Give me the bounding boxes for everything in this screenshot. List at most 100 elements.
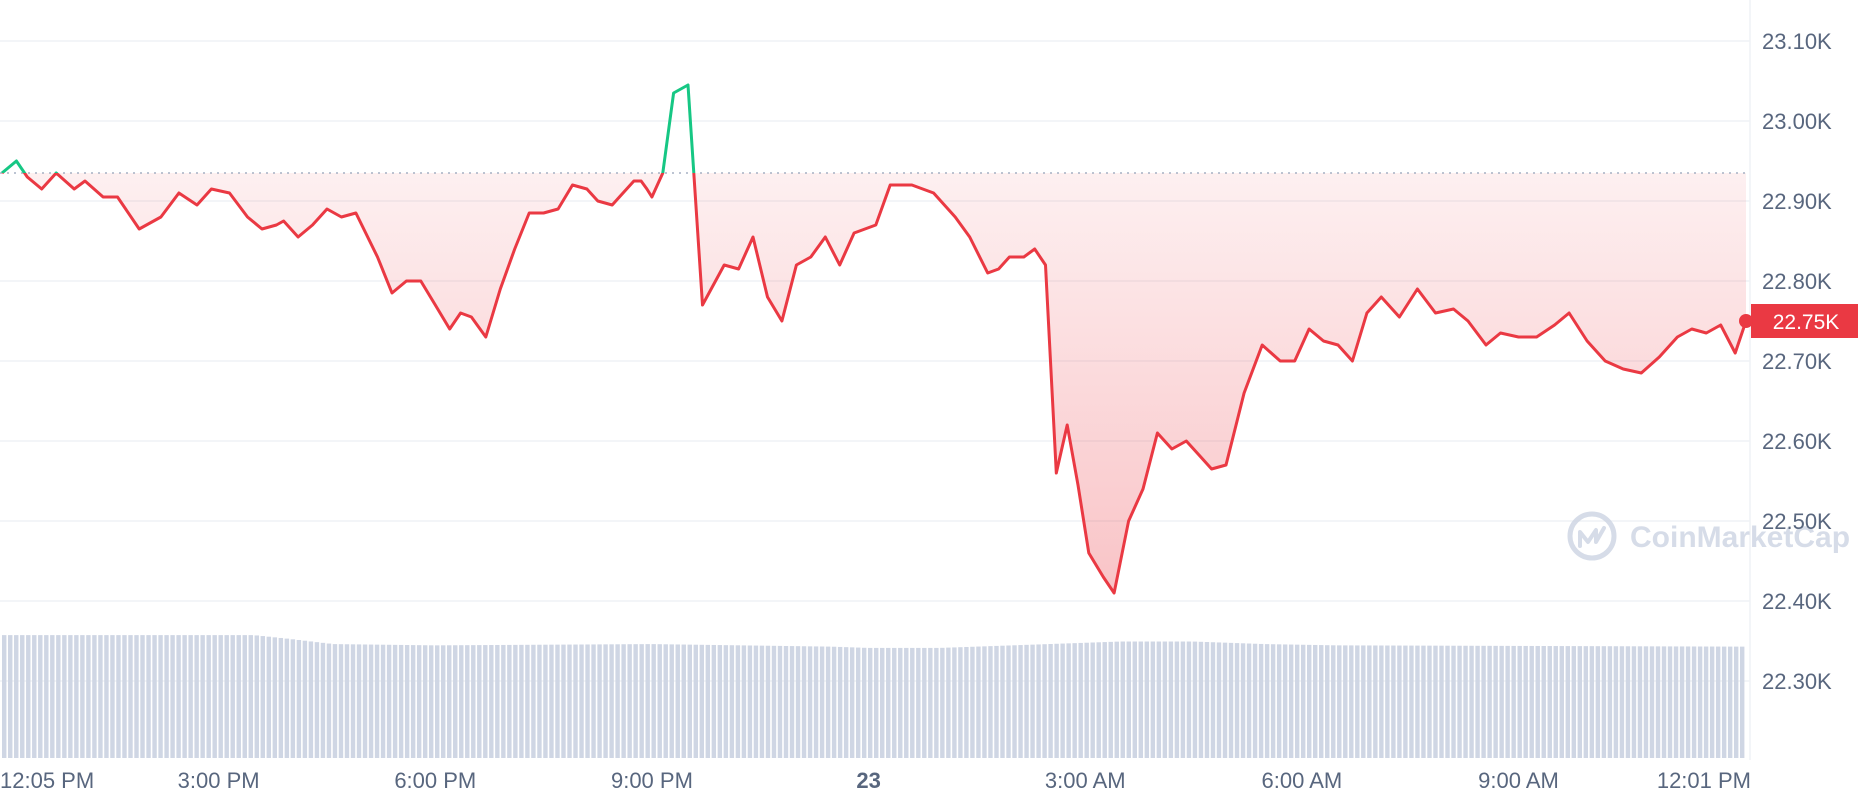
volume-bar xyxy=(1565,646,1570,758)
volume-bar xyxy=(1487,645,1492,758)
volume-bar xyxy=(104,635,109,758)
volume-bar xyxy=(1463,645,1468,758)
volume-bar xyxy=(513,644,518,758)
volume-bar xyxy=(1385,645,1390,758)
volume-bar xyxy=(1072,643,1077,758)
volume-bar xyxy=(892,647,897,758)
volume-bar xyxy=(1427,645,1432,758)
volume-bar xyxy=(404,645,410,758)
volume-bar xyxy=(723,645,729,758)
volume-bar xyxy=(248,635,253,758)
volume-bar xyxy=(1739,646,1745,758)
volume-bars xyxy=(2,635,1745,758)
volume-bar xyxy=(1054,643,1059,758)
volume-bar xyxy=(585,644,590,758)
volume-bar xyxy=(1655,646,1661,758)
volume-bar xyxy=(344,644,350,758)
volume-bar xyxy=(284,638,290,758)
watermark: CoinMarketCap xyxy=(1567,511,1850,561)
volume-bar xyxy=(428,645,434,758)
volume-bar xyxy=(1042,644,1047,758)
volume-bar xyxy=(693,644,698,758)
volume-bar xyxy=(1337,645,1342,758)
price-line xyxy=(1,83,1748,595)
volume-bar xyxy=(669,644,674,758)
volume-bar xyxy=(801,646,807,758)
volume-bar xyxy=(200,635,205,758)
volume-bar xyxy=(1313,644,1318,758)
volume-bar xyxy=(633,644,638,758)
volume-bar xyxy=(519,644,524,758)
volume-bar xyxy=(1132,641,1138,758)
volume-bar xyxy=(326,643,332,758)
volume-bar xyxy=(922,647,927,758)
volume-bar xyxy=(1679,646,1685,758)
x-axis: 12:05 PM 3:00 PM 6:00 PM 9:00 PM 23 3:00 AM 6:… xyxy=(0,768,1751,793)
volume-bar xyxy=(1150,641,1156,758)
volume-bar xyxy=(302,640,308,758)
volume-bar xyxy=(1691,646,1697,758)
volume-bar xyxy=(236,635,241,758)
volume-bar xyxy=(1270,644,1276,758)
volume-bar xyxy=(765,645,771,758)
volume-bar xyxy=(1505,645,1510,758)
volume-bar xyxy=(1367,645,1372,758)
volume-bar xyxy=(380,644,386,758)
volume-bar xyxy=(134,635,139,758)
volume-bar xyxy=(1733,646,1739,758)
volume-bar xyxy=(1661,646,1667,758)
volume-bar xyxy=(50,635,55,758)
volume-bar xyxy=(459,645,464,758)
volume-bar xyxy=(308,641,314,758)
volume-bar xyxy=(44,635,49,758)
volume-bar xyxy=(1060,643,1065,758)
volume-bar xyxy=(489,645,494,758)
volume-bar xyxy=(1319,645,1324,758)
volume-bar xyxy=(753,645,759,758)
volume-bar xyxy=(855,647,861,758)
price-line-down xyxy=(2,173,1748,595)
current-price-badge: 22.75K xyxy=(1751,304,1858,338)
current-price-label: 22.75K xyxy=(1773,311,1840,334)
volume-bar xyxy=(861,647,867,758)
volume-bar xyxy=(783,645,789,758)
volume-bar xyxy=(1727,646,1733,758)
volume-bar xyxy=(735,645,741,758)
volume-bar xyxy=(1090,642,1095,758)
volume-bar xyxy=(1625,646,1631,758)
volume-bar xyxy=(994,645,999,758)
volume-bar xyxy=(68,635,73,758)
volume-bar xyxy=(368,644,374,758)
volume-bar xyxy=(1415,645,1420,758)
volume-bar xyxy=(795,646,801,758)
volume-bar xyxy=(1126,641,1131,758)
volume-bar xyxy=(1156,641,1162,758)
volume-bar xyxy=(1252,643,1258,758)
volume-bar xyxy=(410,645,416,758)
volume-bar xyxy=(501,644,506,758)
volume-bar xyxy=(982,646,987,758)
volume-bar xyxy=(729,645,735,758)
volume-bar xyxy=(1294,644,1300,758)
volume-bar xyxy=(789,646,795,758)
current-price-dot[interactable] xyxy=(1739,314,1753,328)
volume-bar xyxy=(1451,645,1456,758)
x-tick-label: 6:00 AM xyxy=(1262,768,1343,793)
volume-bar xyxy=(314,642,320,758)
volume-bar xyxy=(1643,646,1649,758)
volume-bar xyxy=(645,644,650,758)
volume-bar xyxy=(1673,646,1679,758)
x-tick-label: 3:00 PM xyxy=(178,768,260,793)
volume-bar xyxy=(1511,645,1516,758)
volume-bar xyxy=(825,646,831,758)
volume-bar xyxy=(1198,641,1204,758)
volume-bar xyxy=(615,644,620,758)
price-area xyxy=(2,173,1746,593)
volume-bar xyxy=(1306,644,1312,758)
volume-bar xyxy=(1589,646,1595,758)
volume-bar xyxy=(146,635,151,758)
volume-bar xyxy=(14,635,19,758)
volume-bar xyxy=(1108,641,1113,758)
volume-bar xyxy=(1162,641,1168,758)
